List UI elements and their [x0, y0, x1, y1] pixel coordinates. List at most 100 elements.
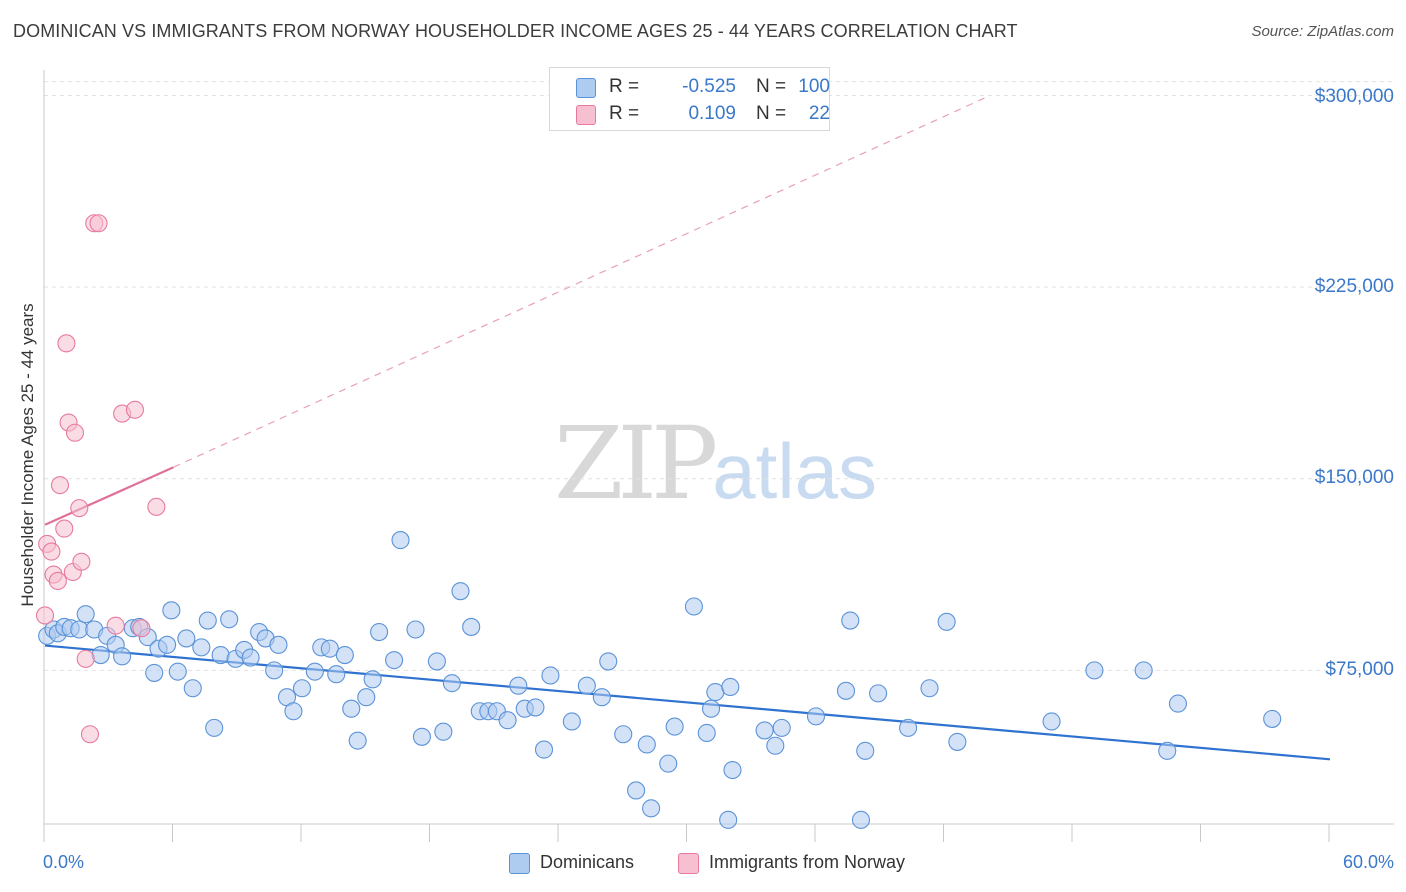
- dominicans-point: [766, 736, 785, 755]
- dominicans-point: [599, 652, 618, 671]
- dominicans-point: [342, 699, 361, 718]
- correlation-legend: R = -0.525 N = 100 R = 0.109 N = 22: [549, 67, 830, 131]
- dominicans-trend-line: [44, 644, 1331, 761]
- norway-point: [48, 571, 67, 591]
- legend-n-value: 22: [808, 103, 830, 124]
- norway-point: [55, 519, 74, 538]
- grid-lines: [44, 81, 1394, 671]
- dominicans-point: [327, 665, 346, 684]
- trend-lines: [44, 96, 1331, 761]
- dominicans-point: [706, 683, 725, 702]
- dominicans-point: [1158, 741, 1177, 760]
- norway-point: [57, 334, 76, 353]
- dominicans-point: [806, 707, 826, 726]
- dominicans-point: [684, 597, 703, 616]
- dominicans-point: [198, 611, 217, 630]
- dominicans-point: [509, 676, 528, 695]
- y-tick-75000: $75,000: [1325, 659, 1394, 680]
- dominicans-point: [434, 722, 453, 741]
- dominicans-point: [113, 647, 132, 666]
- y-tick-225000: $225,000: [1314, 276, 1394, 297]
- dominicans-point: [462, 617, 481, 636]
- norway-point: [76, 649, 95, 668]
- norway-point: [125, 400, 144, 419]
- dominicans-point: [391, 531, 410, 550]
- dominicans-point: [721, 677, 740, 697]
- dominicans-point: [526, 698, 545, 717]
- dominicans-points: [38, 531, 1282, 829]
- y-tick-300000: $300,000: [1314, 86, 1394, 107]
- dominicans-point: [920, 679, 939, 698]
- dominicans-point: [772, 718, 791, 737]
- bottom-legend-swatch-dominicans: [509, 853, 530, 874]
- dominicans-point: [1085, 661, 1104, 680]
- dominicans-point: [723, 760, 742, 780]
- norway-points: [35, 214, 166, 744]
- dominicans-point: [451, 582, 470, 601]
- x-tick-max: 60.0%: [1342, 852, 1394, 872]
- y-axis-label: Householder Income Ages 25 - 44 years: [18, 303, 37, 607]
- dominicans-point: [719, 810, 738, 829]
- watermark-atlas: atlas: [712, 427, 878, 515]
- dominicans-point: [851, 810, 871, 829]
- legend-swatch-dominicans: [576, 78, 596, 98]
- legend-n-label: N =: [756, 76, 787, 97]
- bottom-legend-label-norway: Immigrants from Norway: [709, 852, 906, 872]
- dominicans-point: [145, 663, 164, 682]
- dominicans-point: [335, 645, 354, 665]
- dominicans-point: [642, 799, 661, 818]
- legend-r-value: 0.109: [688, 103, 736, 124]
- dominicans-point: [363, 670, 382, 689]
- norway-point: [70, 499, 89, 518]
- dominicans-point: [91, 645, 110, 665]
- dominicans-point: [937, 612, 956, 631]
- dominicans-point: [406, 620, 425, 639]
- chart-title: DOMINICAN VS IMMIGRANTS FROM NORWAY HOUS…: [13, 21, 1018, 41]
- dominicans-point: [177, 629, 196, 648]
- dominicans-point: [348, 731, 367, 750]
- dominicans-point: [305, 662, 324, 681]
- dominicans-point: [948, 732, 967, 751]
- dominicans-point: [659, 754, 678, 773]
- dominicans-point: [192, 638, 211, 657]
- dominicans-point: [241, 648, 260, 667]
- dominicans-point: [856, 741, 875, 760]
- dominicans-point: [205, 718, 224, 737]
- dominicans-point: [841, 611, 860, 630]
- legend-r-value: -0.525: [682, 76, 736, 97]
- dominicans-point: [76, 605, 95, 624]
- norway-point: [147, 497, 166, 516]
- dominicans-point: [614, 725, 633, 744]
- dominicans-point: [869, 684, 888, 703]
- norway-point: [106, 616, 125, 635]
- norway-point: [72, 552, 91, 571]
- dominicans-point: [541, 666, 560, 685]
- watermark-zip: ZIP: [554, 405, 718, 522]
- dominicans-point: [534, 740, 554, 759]
- dominicans-point: [755, 721, 774, 740]
- source-label: Source: ZipAtlas.com: [1251, 23, 1394, 40]
- dominicans-point: [183, 679, 202, 698]
- dominicans-point: [697, 723, 716, 743]
- dominicans-point: [158, 635, 177, 654]
- dominicans-point: [1263, 709, 1282, 728]
- dominicans-point: [269, 635, 288, 654]
- dominicans-point: [320, 639, 339, 658]
- norway-point: [42, 542, 61, 561]
- dominicans-point: [211, 645, 230, 665]
- dominicans-point: [562, 712, 581, 731]
- dominicans-point: [168, 662, 187, 681]
- dominicans-point: [357, 688, 376, 707]
- dominicans-point: [637, 735, 656, 754]
- dominicans-point: [265, 661, 284, 680]
- legend-r-label: R =: [609, 76, 640, 97]
- norway-point: [80, 725, 100, 744]
- legend-n-value: 100: [798, 76, 830, 97]
- dominicans-point: [284, 702, 303, 721]
- dominicans-point: [665, 717, 684, 736]
- norway-point: [89, 214, 108, 233]
- axes: [43, 70, 1394, 842]
- y-tick-150000: $150,000: [1314, 467, 1394, 488]
- dominicans-point: [498, 711, 517, 730]
